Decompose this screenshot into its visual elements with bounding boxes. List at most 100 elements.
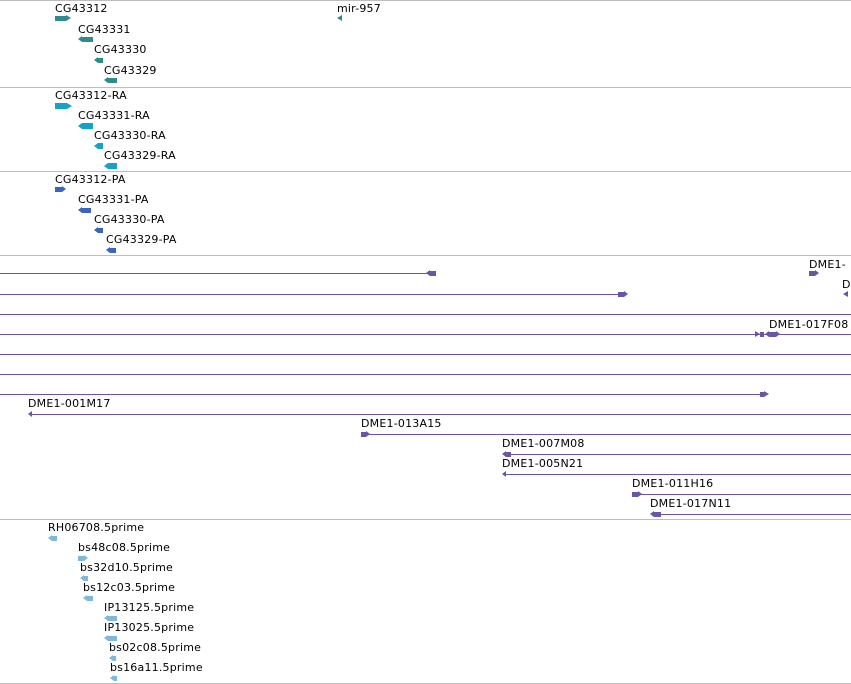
arrow-left-icon bbox=[426, 270, 430, 276]
track-divider bbox=[0, 255, 851, 256]
arrow-left-icon bbox=[104, 635, 108, 641]
clone-end bbox=[361, 432, 366, 437]
protein-label[interactable]: CG43330-PA bbox=[94, 213, 165, 226]
protein-feature[interactable] bbox=[110, 248, 116, 253]
gene-arrow-left-icon[interactable] bbox=[337, 15, 342, 21]
arrow-left-icon bbox=[843, 291, 848, 297]
transcript-feature[interactable] bbox=[98, 143, 103, 149]
clone-label[interactable]: DME1-007M08 bbox=[502, 437, 585, 450]
clone-end bbox=[618, 292, 624, 297]
transcript-label[interactable]: CG43330-RA bbox=[94, 129, 166, 142]
est-label[interactable]: IP13025.5prime bbox=[104, 621, 195, 634]
clone-line[interactable] bbox=[0, 294, 620, 295]
track-divider bbox=[0, 87, 851, 88]
est-feature[interactable] bbox=[87, 596, 93, 601]
transcript-label[interactable]: CG43329-RA bbox=[104, 149, 176, 162]
est-label[interactable]: bs48c08.5prime bbox=[78, 541, 171, 554]
protein-label[interactable]: CG43329-PA bbox=[106, 233, 177, 246]
clone-line[interactable] bbox=[0, 273, 430, 274]
clone-label[interactable]: DME1-013A15 bbox=[361, 417, 442, 430]
arrow-right-icon bbox=[84, 555, 88, 561]
arrow-left-icon bbox=[78, 123, 82, 129]
arrow-right-icon bbox=[755, 331, 760, 337]
arrow-left-icon bbox=[78, 207, 82, 213]
clone-end bbox=[809, 271, 815, 276]
transcript-label[interactable]: CG43331-RA bbox=[78, 109, 150, 122]
clone-label[interactable]: DME1-001M17 bbox=[28, 397, 111, 410]
arrow-left-icon bbox=[83, 595, 87, 601]
gene-feature[interactable] bbox=[108, 78, 117, 83]
arrow-left-icon bbox=[502, 471, 506, 477]
clone-line[interactable] bbox=[0, 354, 851, 355]
est-label[interactable]: bs02c08.5prime bbox=[109, 641, 202, 654]
protein-label[interactable]: CG43312-PA bbox=[55, 173, 126, 186]
clone-end bbox=[506, 452, 511, 457]
gene-arrow-left-icon bbox=[104, 77, 108, 83]
arrow-left-icon bbox=[104, 163, 108, 169]
est-feature[interactable] bbox=[108, 616, 117, 621]
est-label[interactable]: IP13125.5prime bbox=[104, 601, 195, 614]
gene-label[interactable]: CG43330 bbox=[94, 43, 147, 56]
arrow-right-icon bbox=[366, 431, 370, 437]
gene-feature[interactable] bbox=[98, 58, 103, 63]
track-divider bbox=[0, 519, 851, 520]
gene-label[interactable]: CG43329 bbox=[104, 64, 157, 77]
est-label[interactable]: bs32d10.5prime bbox=[80, 561, 174, 574]
est-feature[interactable] bbox=[78, 556, 84, 561]
est-label[interactable]: RH06708.5prime bbox=[48, 521, 145, 534]
arrow-left-icon bbox=[106, 247, 110, 253]
clone-end bbox=[430, 271, 436, 276]
gene-label[interactable]: CG43331 bbox=[78, 23, 131, 36]
arrow-left-icon bbox=[28, 411, 32, 417]
gene-feature[interactable] bbox=[55, 16, 66, 21]
est-feature[interactable] bbox=[52, 536, 57, 541]
clone-line[interactable] bbox=[0, 394, 762, 395]
arrow-right-icon bbox=[624, 291, 628, 297]
clone-label[interactable]: D bbox=[842, 278, 851, 291]
clone-line[interactable] bbox=[505, 454, 851, 455]
est-label[interactable]: bs12c03.5prime bbox=[83, 581, 176, 594]
est-feature[interactable] bbox=[113, 656, 116, 661]
clone-line[interactable] bbox=[505, 474, 851, 475]
gene-label[interactable]: CG43312 bbox=[55, 2, 108, 15]
clone-label[interactable]: DME1-011H16 bbox=[632, 477, 714, 490]
clone-line[interactable] bbox=[31, 414, 851, 415]
protein-label[interactable]: CG43331-PA bbox=[78, 193, 149, 206]
clone-line[interactable] bbox=[632, 494, 851, 495]
arrow-right-icon bbox=[776, 331, 780, 337]
clone-label[interactable]: DME1-005N21 bbox=[502, 457, 584, 470]
est-feature[interactable] bbox=[114, 676, 117, 681]
est-feature[interactable] bbox=[84, 576, 88, 581]
protein-feature[interactable] bbox=[98, 228, 103, 233]
clone-label[interactable]: DME1-017F08 bbox=[769, 318, 849, 331]
clone-line[interactable] bbox=[0, 374, 851, 375]
transcript-feature[interactable] bbox=[55, 103, 67, 109]
arrow-left-icon bbox=[104, 615, 108, 621]
clone-line[interactable] bbox=[0, 314, 851, 315]
gene-feature[interactable] bbox=[82, 37, 93, 42]
clone-line[interactable] bbox=[653, 514, 851, 515]
arrow-left-icon bbox=[502, 451, 506, 457]
arrow-left-icon bbox=[94, 227, 98, 233]
arrow-left-icon bbox=[109, 655, 113, 661]
arrow-left-icon bbox=[765, 331, 769, 337]
clone-label[interactable]: DME1- bbox=[809, 258, 846, 271]
clone-end bbox=[654, 512, 661, 517]
gene-label[interactable]: mir-957 bbox=[337, 2, 381, 15]
arrow-right-icon bbox=[764, 391, 769, 397]
est-label[interactable]: bs16a11.5prime bbox=[110, 661, 203, 674]
transcript-feature[interactable] bbox=[82, 123, 93, 129]
transcript-label[interactable]: CG43312-RA bbox=[55, 89, 127, 102]
gene-arrow-right-icon bbox=[66, 15, 71, 21]
clone-line[interactable] bbox=[0, 334, 851, 335]
gene-arrow-left-icon bbox=[78, 36, 82, 42]
arrow-left-icon bbox=[110, 675, 114, 681]
protein-feature[interactable] bbox=[82, 208, 91, 213]
clone-end bbox=[769, 332, 776, 337]
clone-label[interactable]: DME1-017N11 bbox=[650, 497, 732, 510]
est-feature[interactable] bbox=[108, 636, 117, 641]
transcript-feature[interactable] bbox=[108, 163, 117, 169]
protein-feature[interactable] bbox=[55, 187, 62, 192]
clone-line[interactable] bbox=[361, 434, 851, 435]
